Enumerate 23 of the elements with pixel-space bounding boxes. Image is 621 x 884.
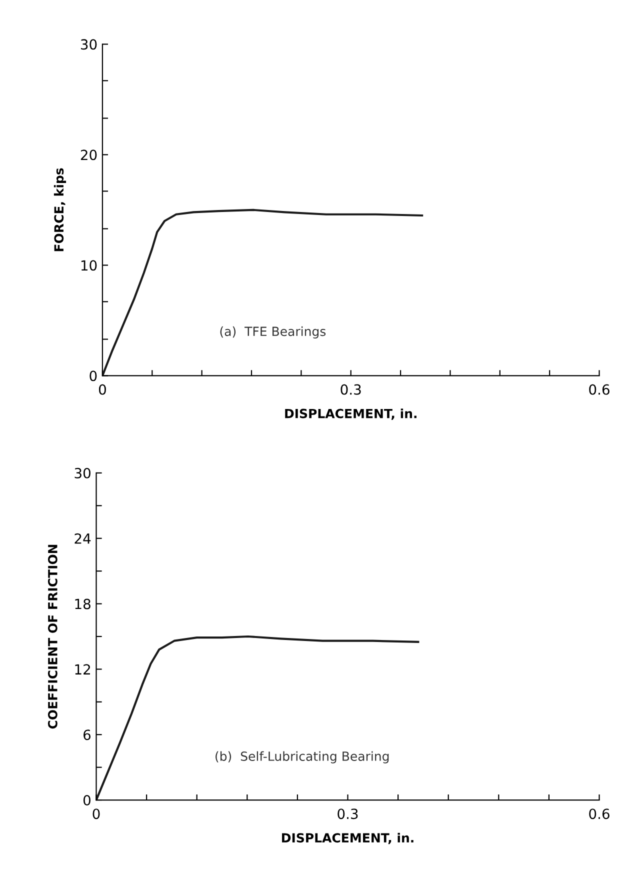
line-series [96, 635, 420, 800]
y-tick-label: 12 [75, 664, 90, 674]
x-tick-label: 0.3 [338, 808, 358, 820]
y-tick-label: 30 [80, 39, 97, 50]
x-axis-title: DISPLACEMENT, in. [285, 408, 416, 420]
y-tick-label: 0 [83, 794, 90, 806]
y-tick-label: 30 [74, 468, 90, 478]
y-tick-label: 24 [74, 533, 91, 544]
y-tick-label: 10 [81, 260, 97, 271]
y-tick-label: 18 [75, 598, 90, 610]
line-series [102, 208, 424, 376]
y-tick-label: 6 [84, 730, 91, 740]
y-axis-title: FORCE, kips [54, 168, 66, 252]
x-tick-label: 0.6 [589, 384, 610, 395]
y-tick-label: 0 [90, 370, 97, 382]
y-tick-label: 20 [80, 150, 97, 160]
y-axis-title: COEFFICIENT OF FRICTION [48, 544, 58, 729]
x-axis-title: DISPLACEMENT, in. [282, 832, 414, 844]
annotation: (b) Self-Lubricating Bearing [216, 751, 389, 764]
x-tick-label: 0 [98, 384, 106, 395]
x-tick-label: 0.6 [589, 808, 610, 820]
x-tick-label: 0.3 [340, 384, 361, 395]
annotation: (a) TFE Bearings [220, 326, 326, 339]
